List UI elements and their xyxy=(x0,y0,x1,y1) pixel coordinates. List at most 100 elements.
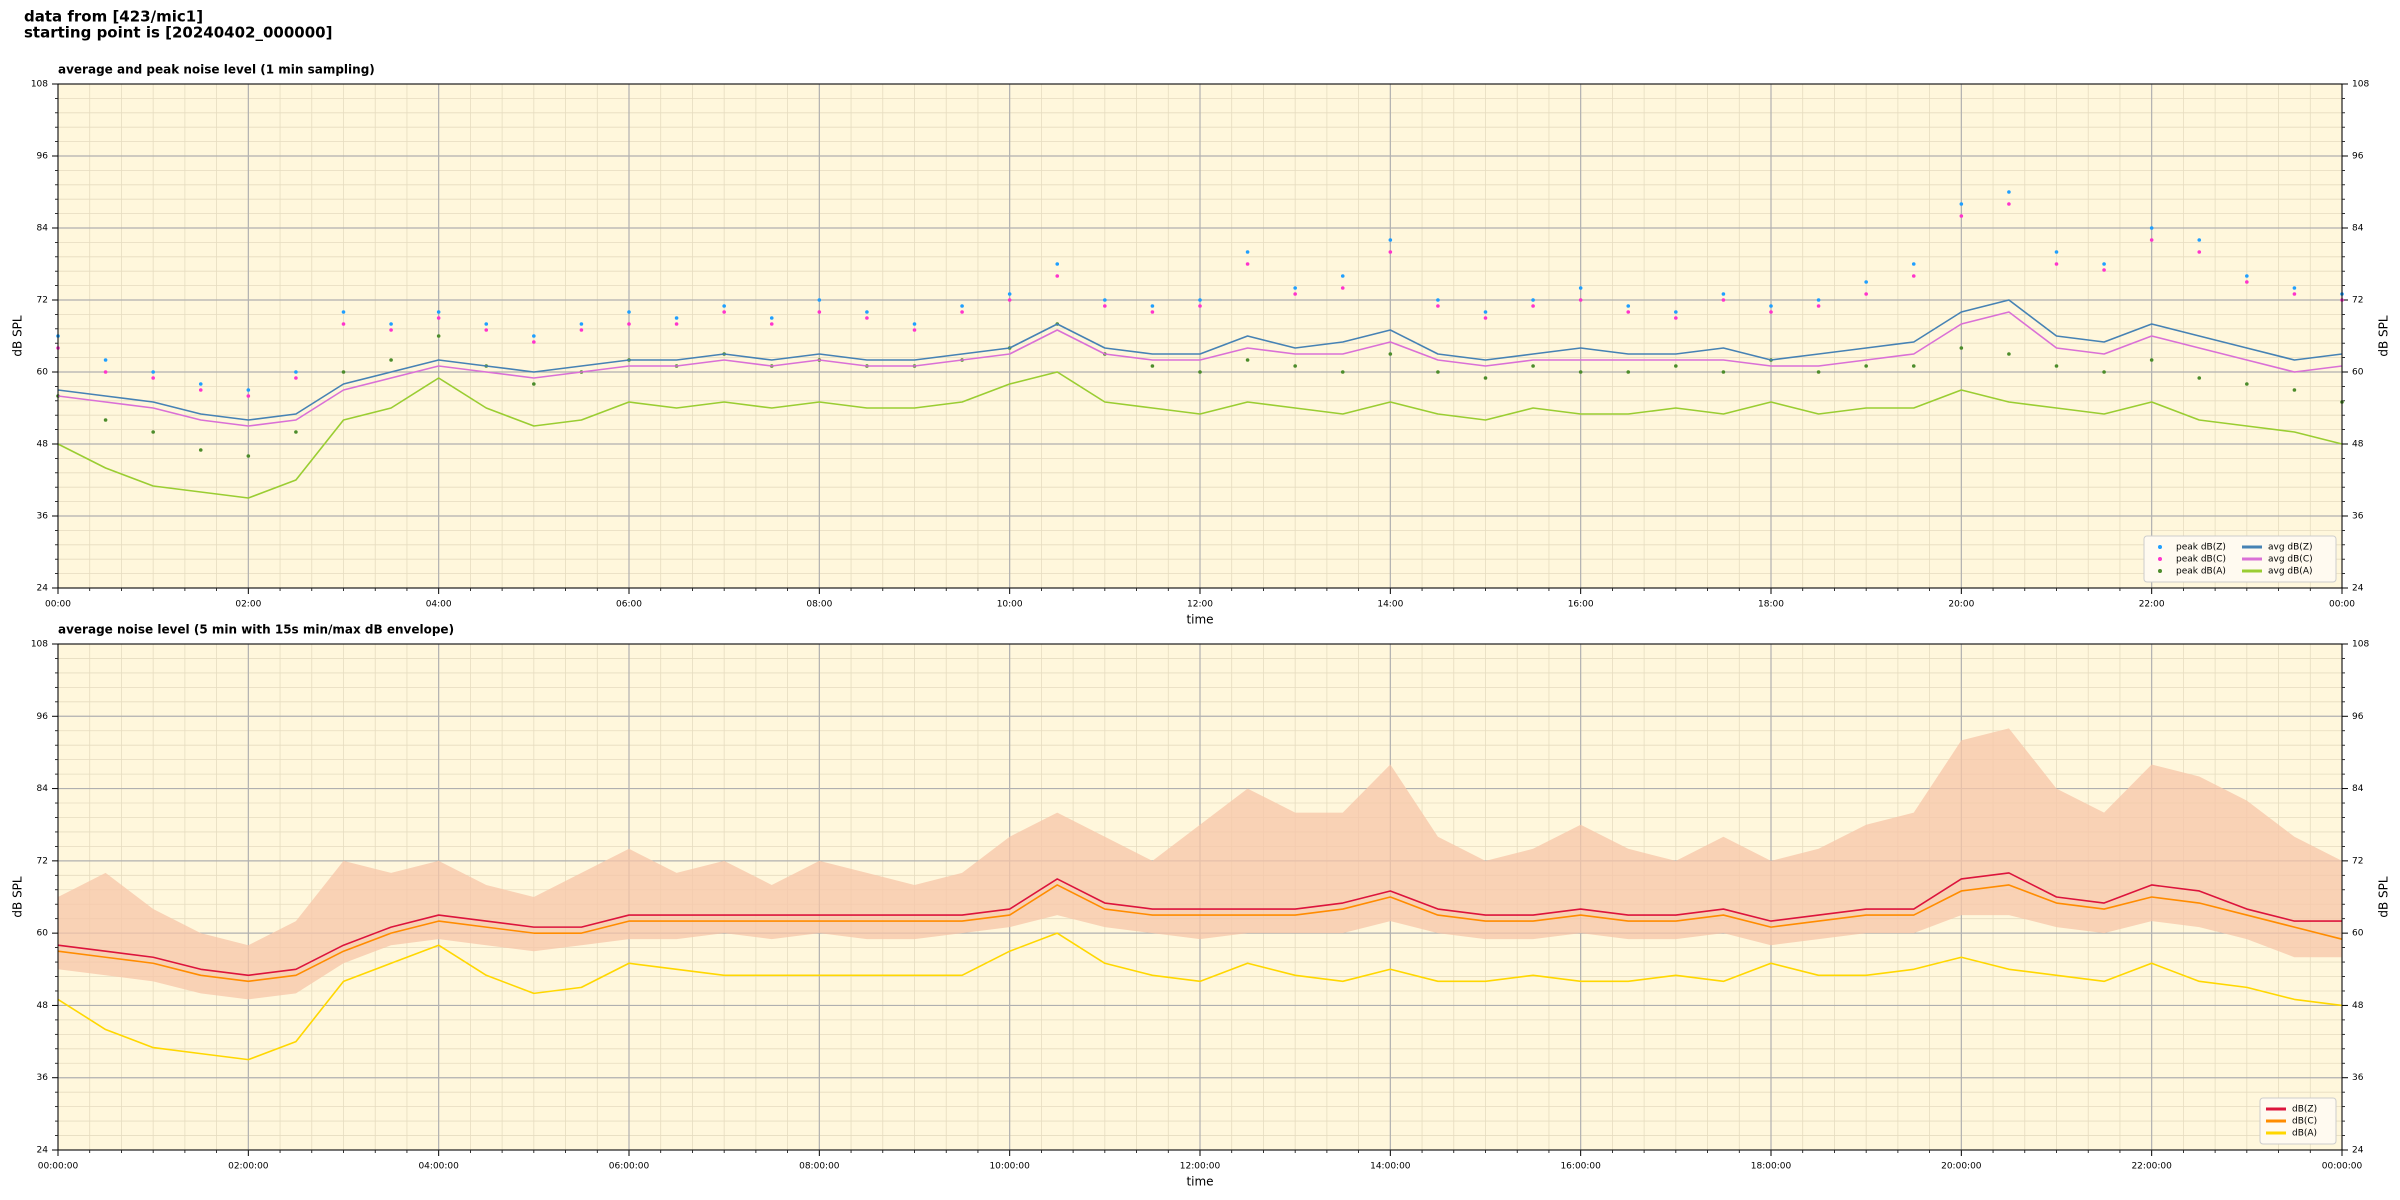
peak-point xyxy=(1103,304,1107,308)
peak-point xyxy=(1245,250,1250,254)
peak-point xyxy=(1769,304,1773,308)
peak-point xyxy=(2102,262,2106,266)
peak-point xyxy=(627,322,631,326)
y-axis-label: dB SPL xyxy=(11,876,25,918)
plot-frame xyxy=(57,643,2343,1151)
peak-point xyxy=(389,322,393,326)
y-tick-label: 96 xyxy=(2352,152,2364,162)
x-tick-label: 02:00:00 xyxy=(228,1162,269,1172)
plot-frame xyxy=(57,83,2343,589)
y-tick-label: 84 xyxy=(2352,224,2364,234)
peak-point xyxy=(1436,298,1440,302)
legend-label: peak dB(C) xyxy=(2176,555,2226,565)
y-tick-label: 84 xyxy=(37,784,49,794)
x-axis-label: time xyxy=(1186,613,1213,627)
y-tick-label: 24 xyxy=(2352,1146,2364,1156)
x-tick-label: 10:00 xyxy=(997,600,1023,610)
y-tick-label: 24 xyxy=(37,584,49,594)
peak-point xyxy=(579,322,584,326)
x-tick-label: 16:00 xyxy=(1568,600,1594,610)
peak-point xyxy=(912,328,917,332)
x-tick-label: 14:00:00 xyxy=(1370,1162,1411,1172)
peak-point xyxy=(1816,298,1821,302)
y-tick-label: 48 xyxy=(2352,440,2364,450)
series-line xyxy=(57,299,2343,421)
peak-point xyxy=(960,310,964,314)
peak-point xyxy=(1340,370,1345,374)
y-tick-label: 108 xyxy=(31,640,48,650)
y-tick-label: 96 xyxy=(2352,712,2364,722)
x-tick-label: 04:00:00 xyxy=(418,1162,459,1172)
x-tick-label: 00:00 xyxy=(45,600,71,610)
peak-point xyxy=(2197,376,2202,380)
peak-point xyxy=(389,328,393,332)
y-axis-label: dB SPL xyxy=(2377,315,2391,357)
peak-point xyxy=(1150,304,1155,308)
series-line xyxy=(57,932,2343,1061)
peak-point xyxy=(246,394,251,398)
y-tick-label: 60 xyxy=(37,368,49,378)
y-axis-label: dB SPL xyxy=(2377,876,2391,918)
y-tick-label: 36 xyxy=(2352,512,2364,522)
peak-point xyxy=(436,310,441,314)
y-tick-label: 48 xyxy=(2352,1001,2364,1011)
y-tick-label: 36 xyxy=(37,512,49,522)
peak-point xyxy=(1626,304,1631,308)
peak-point xyxy=(817,298,822,302)
peak-point xyxy=(1293,286,1297,290)
peak-point xyxy=(1626,310,1631,314)
legend-label: avg dB(C) xyxy=(2268,555,2313,565)
legend-marker xyxy=(2158,569,2162,573)
peak-point xyxy=(2292,388,2297,392)
peak-point xyxy=(484,328,489,332)
series-line xyxy=(57,884,2343,983)
y-tick-label: 72 xyxy=(37,856,48,866)
peak-point xyxy=(1816,370,1821,374)
x-tick-label: 22:00 xyxy=(2139,600,2165,610)
series-line xyxy=(57,872,2342,977)
peak-point xyxy=(532,340,536,344)
peak-point xyxy=(1911,364,1916,368)
peak-point xyxy=(2007,190,2011,194)
peak-point xyxy=(1150,310,1155,314)
x-tick-label: 16:00:00 xyxy=(1560,1162,1601,1172)
peak-point xyxy=(103,370,108,374)
series-line xyxy=(57,371,2343,499)
peak-point xyxy=(1531,298,1535,302)
peak-point xyxy=(1721,298,1726,302)
peak-point xyxy=(1959,202,1964,206)
peak-point xyxy=(1578,286,1583,290)
peak-point xyxy=(1055,274,1060,278)
peak-point xyxy=(1293,292,1297,296)
y-tick-label: 108 xyxy=(31,80,48,90)
legend-label: peak dB(A) xyxy=(2176,567,2226,577)
peak-point xyxy=(817,310,822,314)
peak-point xyxy=(198,448,203,452)
chart-title: average noise level (5 min with 15s min/… xyxy=(58,623,454,637)
peak-point xyxy=(769,322,774,326)
peak-point xyxy=(2149,238,2154,242)
x-tick-label: 00:00:00 xyxy=(38,1162,79,1172)
peak-point xyxy=(2007,202,2011,206)
legend-marker xyxy=(2158,557,2162,561)
peak-point xyxy=(1721,292,1726,296)
x-tick-label: 18:00:00 xyxy=(1751,1162,1792,1172)
peak-point xyxy=(1674,316,1678,320)
peak-point xyxy=(294,376,298,380)
peak-point xyxy=(1103,298,1107,302)
peak-point xyxy=(151,376,155,380)
peak-point xyxy=(1436,370,1440,374)
peak-point xyxy=(103,418,108,422)
peak-point xyxy=(246,454,251,458)
peak-point xyxy=(1674,364,1678,368)
peak-point xyxy=(1007,298,1012,302)
legend-label: dB(Z) xyxy=(2292,1105,2317,1115)
peak-point xyxy=(2245,274,2249,278)
peak-point xyxy=(722,310,726,314)
peak-point xyxy=(674,316,679,320)
peak-point xyxy=(2292,292,2297,296)
peak-point xyxy=(1245,262,1250,266)
peak-point xyxy=(1531,304,1535,308)
peak-point xyxy=(2197,250,2202,254)
